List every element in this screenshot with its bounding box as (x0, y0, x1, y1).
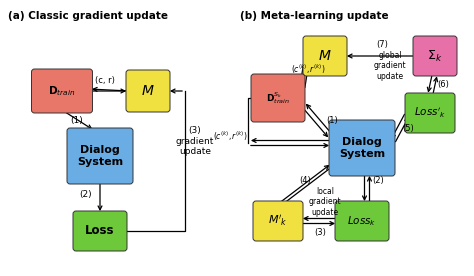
Text: global
gradient
update: global gradient update (374, 51, 406, 81)
Text: (a) Classic gradient update: (a) Classic gradient update (8, 11, 168, 21)
Text: (1): (1) (71, 116, 83, 126)
Text: $M'_k$: $M'_k$ (268, 214, 288, 229)
Text: (3): (3) (314, 229, 326, 238)
FancyBboxPatch shape (405, 93, 455, 133)
FancyBboxPatch shape (335, 201, 389, 241)
Text: (b) Meta-learning update: (b) Meta-learning update (240, 11, 389, 21)
FancyBboxPatch shape (329, 120, 395, 176)
FancyBboxPatch shape (126, 70, 170, 112)
Text: $\mathit{M}$: $\mathit{M}$ (141, 84, 155, 98)
Text: (5): (5) (402, 123, 414, 132)
FancyBboxPatch shape (67, 128, 133, 184)
Text: $Loss'_k$: $Loss'_k$ (414, 106, 446, 120)
Text: (4): (4) (299, 176, 311, 185)
Text: (7): (7) (376, 39, 388, 49)
FancyBboxPatch shape (73, 211, 127, 251)
Text: (1): (1) (326, 116, 338, 126)
Text: $\mathbf{D}_{train}$: $\mathbf{D}_{train}$ (48, 84, 75, 98)
Text: $\Sigma_k$: $\Sigma_k$ (427, 49, 443, 63)
Text: $\mathit{M}$: $\mathit{M}$ (318, 49, 332, 63)
Text: (2): (2) (80, 190, 92, 198)
Text: (2): (2) (372, 176, 384, 185)
Text: $(c^{(k)},r^{(k)})$: $(c^{(k)},r^{(k)})$ (291, 62, 325, 76)
FancyBboxPatch shape (303, 36, 347, 76)
Text: Loss: Loss (85, 224, 115, 238)
Text: $\mathbf{D}^{S_k}_{train}$: $\mathbf{D}^{S_k}_{train}$ (266, 90, 290, 106)
FancyBboxPatch shape (251, 74, 305, 122)
FancyBboxPatch shape (253, 201, 303, 241)
FancyBboxPatch shape (31, 69, 92, 113)
Text: (3)
gradient
update: (3) gradient update (176, 126, 214, 156)
Text: $(c^{(k)},r^{(k)})$: $(c^{(k)},r^{(k)})$ (213, 129, 248, 143)
Text: Dialog
System: Dialog System (339, 137, 385, 159)
Text: Dialog
System: Dialog System (77, 145, 123, 167)
Text: local
gradient
update: local gradient update (309, 187, 341, 217)
Text: (6): (6) (437, 79, 449, 89)
FancyBboxPatch shape (413, 36, 457, 76)
Text: $Loss_k$: $Loss_k$ (347, 214, 377, 228)
Text: (c, r): (c, r) (95, 76, 115, 84)
